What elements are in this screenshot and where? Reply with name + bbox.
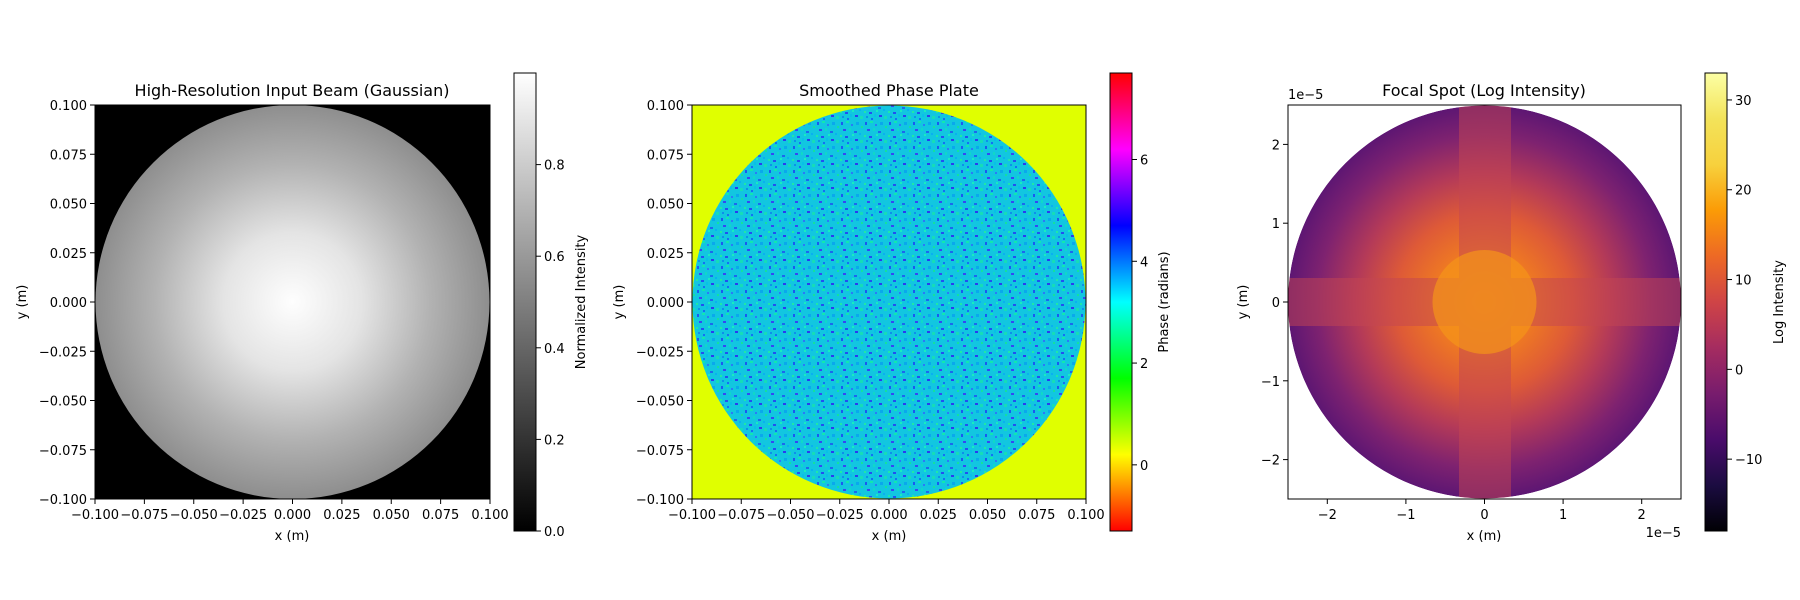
colorbar-ticks: 0.0 0.2 0.4 0.6 0.8 [536,159,565,540]
x-axis-label: x (m) [1467,529,1502,544]
y-tick-label: 0.025 [50,247,87,262]
y-offset-text: 1e−5 [1288,88,1323,103]
x-tick-label: 0.075 [422,508,459,523]
colorbar [513,72,537,532]
y-tick-label: −0.075 [636,444,684,459]
chart-title: Smoothed Phase Plate [799,81,979,100]
y-tick-label: 0.000 [50,296,87,311]
y-tick-label: −0.050 [636,395,684,410]
y-tick-label: 0.000 [647,296,684,311]
y-tick-label: 0.025 [647,247,684,262]
x-axis-label: x (m) [872,529,907,544]
colorbar-tick-label: 20 [1735,184,1752,199]
panel-input-beam: High-Resolution Input Beam (Gaussian) −0… [15,72,589,544]
chart-title: High-Resolution Input Beam (Gaussian) [135,81,450,100]
y-tick-label: −0.075 [39,444,87,459]
colorbar-label: Phase (radians) [1157,251,1172,352]
y-ticks: −0.100 −0.075 −0.050 −0.025 0.000 0.025 0.050 0… [39,99,95,508]
y-tick-label: 0.050 [647,198,684,213]
x-tick-label: 0.050 [969,508,1006,523]
y-tick-label: 0.075 [50,148,87,163]
colorbar-tick-label: 0 [1140,459,1148,474]
x-tick-label: 0.025 [920,508,957,523]
x-tick-label: −0.050 [766,508,814,523]
x-tick-label: 0.100 [1067,508,1104,523]
colorbar-tick-label: 4 [1140,255,1148,270]
colorbar-tick-label: 0.0 [544,525,565,540]
colorbar [1109,72,1133,532]
x-tick-label: 0 [1480,508,1488,523]
x-tick-label: −1 [1396,508,1415,523]
y-tick-label: −0.050 [39,395,87,410]
x-tick-label: −0.050 [170,508,218,523]
x-tick-label: 2 [1638,508,1646,523]
x-tick-label: 0.050 [373,508,410,523]
y-tick-label: −0.025 [39,345,87,360]
x-tick-label: −0.075 [120,508,168,523]
x-tick-label: 0.075 [1018,508,1055,523]
x-axis-label: x (m) [275,529,310,544]
y-tick-label: −1 [1261,375,1280,390]
beam-aperture [95,105,490,499]
colorbar-ticks: −10 0 10 20 30 [1727,94,1762,468]
colorbar-ticks: 0 2 4 6 [1132,154,1148,474]
panel-focal-spot: Focal Spot (Log Intensity) −2 −1 0 1 2 −2−10… [1236,72,1787,544]
colorbar-tick-label: 6 [1140,154,1148,169]
x-tick-label: −0.075 [717,508,765,523]
y-tick-label: 0.100 [647,99,684,114]
y-tick-label: −0.025 [636,345,684,360]
x-tick-label: −2 [1318,508,1337,523]
y-tick-label: 1 [1272,217,1280,232]
x-tick-label: 0.000 [274,508,311,523]
y-tick-label: 0.075 [647,148,684,163]
x-ticks: −0.100 −0.075 −0.050 −0.025 0.000 0.025 0.050 0… [668,499,1105,523]
x-tick-label: 0.100 [471,508,508,523]
colorbar-tick-label: 10 [1735,274,1752,289]
y-ticks: −0.100 −0.075 −0.050 −0.025 0.000 0.025 0.050 0… [636,99,692,508]
x-offset-text: 1e−5 [1646,526,1681,541]
x-ticks: −0.100 −0.075 −0.050 −0.025 0.000 0.025 0.050 0… [71,499,509,523]
colorbar [1704,72,1728,532]
x-tick-label: −0.025 [816,508,864,523]
colorbar-tick-label: 30 [1735,94,1752,109]
x-tick-label: 0.000 [870,508,907,523]
y-tick-label: 0 [1272,296,1280,311]
x-tick-label: 1 [1559,508,1567,523]
colorbar-tick-label: 0 [1735,363,1743,378]
y-tick-label: −0.100 [636,493,684,508]
y-tick-label: −0.100 [39,493,87,508]
colorbar-tick-label: 0.4 [544,342,565,357]
chart-title: Focal Spot (Log Intensity) [1382,81,1586,100]
focal-core [1432,250,1537,354]
colorbar-tick-label: −10 [1735,453,1762,468]
y-tick-label: −2 [1261,454,1280,469]
colorbar-tick-label: 0.2 [544,433,565,448]
y-ticks: −2 −1 0 1 2 [1261,138,1288,469]
phase-aperture [692,105,1086,499]
colorbar-tick-label: 0.6 [544,250,565,265]
y-axis-label: y (m) [612,285,627,320]
y-tick-label: 2 [1272,138,1280,153]
x-tick-label: −0.100 [668,508,716,523]
y-tick-label: 0.100 [50,99,87,114]
x-tick-label: 0.025 [323,508,360,523]
colorbar-label: Log Intensity [1772,260,1787,344]
x-ticks: −2 −1 0 1 2 [1318,499,1646,523]
y-axis-label: y (m) [1236,285,1251,320]
y-axis-label: y (m) [15,285,30,320]
colorbar-label: Normalized Intensity [574,234,589,369]
x-tick-label: −0.025 [219,508,267,523]
colorbar-tick-label: 2 [1140,357,1148,372]
panel-phase-plate: Smoothed Phase Plate −0.100 −0.075 −0.050−… [612,72,1172,544]
colorbar-tick-label: 0.8 [544,159,565,174]
y-tick-label: 0.050 [50,198,87,213]
x-tick-label: −0.100 [71,508,119,523]
